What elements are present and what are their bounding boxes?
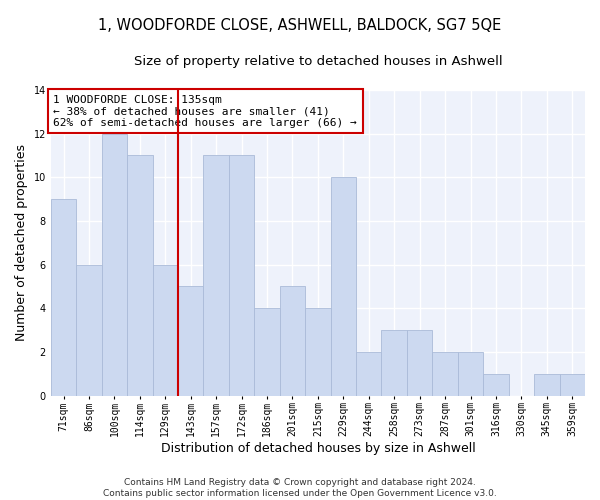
Bar <box>331 178 356 396</box>
Bar <box>229 156 254 396</box>
Bar <box>76 264 101 396</box>
Bar <box>305 308 331 396</box>
Text: Contains HM Land Registry data © Crown copyright and database right 2024.
Contai: Contains HM Land Registry data © Crown c… <box>103 478 497 498</box>
Text: 1 WOODFORDE CLOSE: 135sqm
← 38% of detached houses are smaller (41)
62% of semi-: 1 WOODFORDE CLOSE: 135sqm ← 38% of detac… <box>53 94 357 128</box>
Bar <box>51 199 76 396</box>
X-axis label: Distribution of detached houses by size in Ashwell: Distribution of detached houses by size … <box>161 442 475 455</box>
Y-axis label: Number of detached properties: Number of detached properties <box>15 144 28 342</box>
Bar <box>483 374 509 396</box>
Bar <box>101 134 127 396</box>
Bar <box>356 352 382 396</box>
Bar <box>280 286 305 396</box>
Bar <box>382 330 407 396</box>
Bar <box>458 352 483 396</box>
Bar <box>534 374 560 396</box>
Text: 1, WOODFORDE CLOSE, ASHWELL, BALDOCK, SG7 5QE: 1, WOODFORDE CLOSE, ASHWELL, BALDOCK, SG… <box>98 18 502 32</box>
Bar <box>433 352 458 396</box>
Bar <box>203 156 229 396</box>
Bar <box>560 374 585 396</box>
Bar <box>127 156 152 396</box>
Bar <box>178 286 203 396</box>
Bar <box>407 330 433 396</box>
Bar <box>152 264 178 396</box>
Title: Size of property relative to detached houses in Ashwell: Size of property relative to detached ho… <box>134 55 502 68</box>
Bar <box>254 308 280 396</box>
